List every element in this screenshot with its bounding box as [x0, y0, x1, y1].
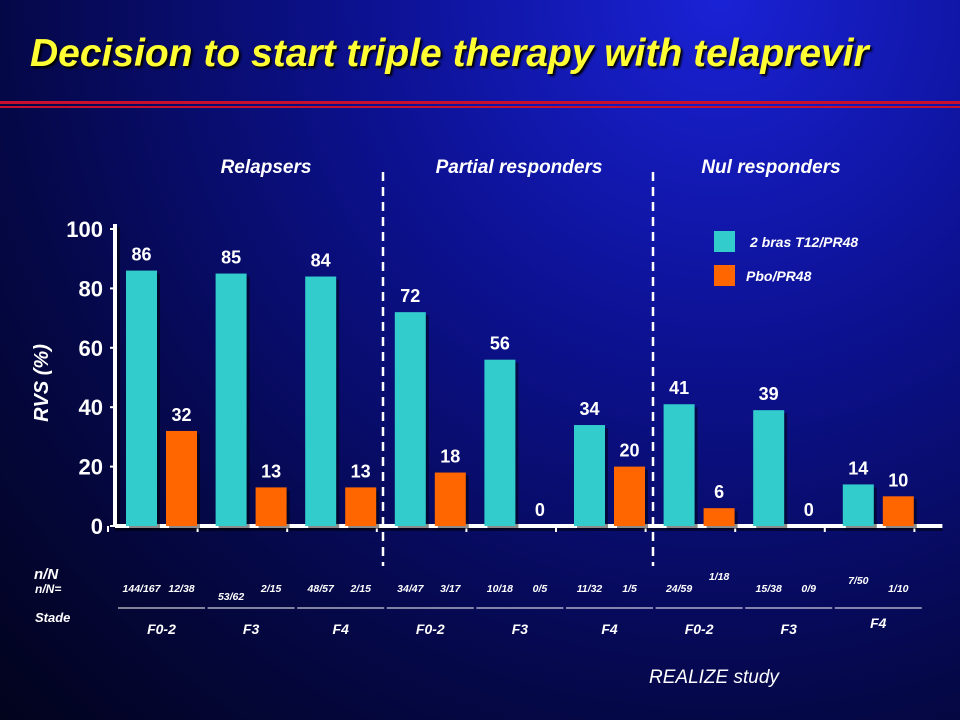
y-tick-label: 40	[79, 395, 103, 420]
bar-orange	[434, 472, 466, 526]
stage-label: F4	[333, 621, 350, 637]
group-heading: Nul responders	[701, 157, 840, 178]
stage-label: F3	[243, 621, 260, 637]
stage-label: F4	[601, 621, 618, 637]
y-tick-label: 0	[91, 514, 103, 539]
bar-teal	[215, 273, 247, 526]
bar-value-label: 84	[311, 251, 331, 271]
y-axis-label: RVS (%)	[31, 344, 53, 422]
n-value-teal: 144/167	[123, 583, 162, 595]
legend-label: Pbo/PR48	[746, 268, 812, 284]
n-value-orange: 2/15	[260, 583, 282, 595]
bar-value-label: 6	[714, 482, 724, 502]
bar-value-label: 14	[848, 458, 868, 478]
stage-label: F0-2	[147, 621, 176, 637]
title-rule-thin	[0, 106, 960, 108]
row-label-nn-top: n/N	[34, 566, 59, 583]
n-value-teal: 53/62	[218, 591, 244, 603]
n-value-orange: 1/10	[888, 583, 909, 595]
footer-study: REALIZE study	[649, 667, 779, 688]
bar-value-label: 34	[579, 399, 599, 419]
bar-teal	[574, 425, 605, 526]
bar-value-label: 41	[669, 378, 689, 398]
n-value-teal: 7/50	[848, 575, 869, 587]
legend-swatch-teal	[714, 231, 735, 252]
bar-teal	[753, 410, 785, 526]
bar-teal	[842, 484, 874, 526]
bar-value-label: 39	[759, 384, 779, 404]
bar-value-label: 56	[490, 334, 510, 354]
bar-value-label: 10	[888, 470, 908, 490]
bar-value-label: 18	[440, 447, 460, 467]
y-tick-label: 60	[79, 336, 103, 361]
bar-value-label: 86	[131, 245, 151, 265]
bar-teal	[484, 359, 516, 526]
n-value-teal: 24/59	[665, 583, 692, 595]
n-value-orange: 1/5	[622, 583, 637, 595]
page-title: Decision to start triple therapy with te…	[30, 32, 869, 75]
row-label-nn: n/N=	[35, 582, 61, 596]
group-heading: Relapsers	[221, 157, 312, 178]
legend-swatch-orange	[714, 265, 735, 286]
bar-orange	[166, 430, 197, 526]
bar-orange	[255, 487, 287, 526]
n-value-teal: 48/57	[307, 583, 335, 595]
stage-label: F3	[512, 621, 529, 637]
bar-teal	[126, 270, 157, 526]
bar-value-label: 13	[351, 461, 371, 481]
stage-label: F3	[781, 621, 798, 637]
n-value-teal: 10/18	[487, 583, 513, 595]
bar-value-label: 20	[619, 441, 639, 461]
bar-value-label: 32	[171, 405, 191, 425]
bar-value-label: 72	[400, 286, 420, 306]
n-value-orange: 3/17	[440, 583, 462, 595]
bar-value-label: 85	[221, 248, 241, 268]
bar-teal	[663, 404, 695, 526]
title-rule	[0, 101, 960, 104]
n-value-orange: 0/9	[801, 583, 816, 595]
bar-value-label: 13	[261, 461, 281, 481]
n-value-orange: 1/18	[709, 571, 730, 583]
bar-orange	[614, 466, 645, 526]
n-value-teal: 15/38	[756, 583, 782, 595]
stage-label: F4	[870, 615, 887, 631]
n-value-orange: 0/5	[533, 583, 548, 595]
n-value-teal: 34/47	[397, 583, 424, 595]
bar-value-label: 0	[535, 500, 545, 520]
bar-orange	[882, 496, 914, 526]
n-value-teal: 11/32	[577, 583, 603, 595]
row-label-stade: Stade	[35, 610, 70, 625]
n-value-orange: 2/15	[349, 583, 371, 595]
y-tick-label: 100	[66, 217, 103, 242]
bar-orange	[703, 508, 735, 526]
bar-value-label: 0	[804, 500, 814, 520]
stage-label: F0-2	[685, 621, 714, 637]
stage-label: F0-2	[416, 621, 445, 637]
group-heading: Partial responders	[436, 157, 603, 178]
y-tick-label: 80	[79, 276, 103, 301]
bar-teal	[394, 312, 426, 526]
legend-label: 2 bras T12/PR48	[749, 234, 858, 250]
n-value-orange: 12/38	[168, 583, 194, 595]
bar-orange	[345, 487, 377, 526]
y-tick-label: 20	[79, 455, 103, 480]
bar-teal	[305, 276, 337, 526]
